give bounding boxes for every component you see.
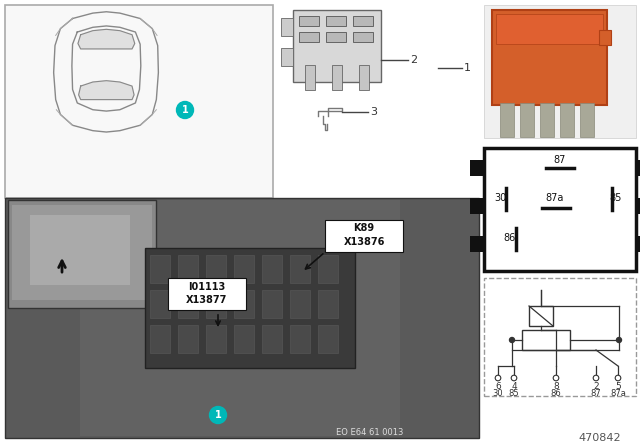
Bar (305, 65, 315, 90)
Circle shape (593, 375, 599, 381)
Bar (80, 200, 400, 436)
Text: 470842: 470842 (579, 433, 621, 443)
Bar (299, 16, 319, 26)
Bar (30, 215, 130, 285)
Text: 85: 85 (509, 388, 519, 397)
Text: 1: 1 (182, 105, 188, 115)
Circle shape (616, 337, 621, 343)
Bar (318, 325, 338, 353)
Bar (150, 290, 170, 318)
Bar (636, 236, 640, 252)
Bar (325, 220, 403, 252)
Text: 2: 2 (593, 382, 599, 391)
Bar (540, 103, 554, 137)
Bar (178, 255, 198, 283)
Bar (484, 278, 636, 396)
Circle shape (495, 375, 501, 381)
Bar (290, 290, 310, 318)
Bar (206, 255, 226, 283)
Bar (262, 325, 282, 353)
Polygon shape (79, 81, 134, 99)
Bar (178, 325, 198, 353)
Bar (234, 325, 254, 353)
Text: X13876: X13876 (343, 237, 385, 247)
Bar (580, 103, 594, 137)
Circle shape (553, 375, 559, 381)
Bar (332, 65, 342, 90)
Text: 87: 87 (554, 155, 566, 165)
Bar (353, 16, 373, 26)
Bar (262, 255, 282, 283)
Bar (520, 103, 534, 137)
Text: 1: 1 (464, 63, 471, 73)
Polygon shape (78, 29, 135, 49)
Bar (318, 255, 338, 283)
Text: 86: 86 (550, 388, 561, 397)
Text: 8: 8 (553, 382, 559, 391)
Circle shape (509, 337, 515, 343)
Bar (8, 200, 156, 308)
Bar (206, 325, 226, 353)
Bar (5, 5, 273, 198)
Text: 86: 86 (504, 233, 516, 243)
Bar (290, 255, 310, 283)
Bar (12, 205, 152, 300)
Text: 30: 30 (494, 193, 506, 203)
Bar (150, 255, 170, 283)
Bar (522, 330, 570, 350)
Bar (5, 198, 479, 438)
Bar (496, 14, 603, 44)
Bar (150, 325, 170, 353)
Bar (281, 18, 293, 36)
Bar (492, 10, 607, 105)
Bar (206, 290, 226, 318)
Bar (470, 236, 484, 252)
Circle shape (209, 406, 227, 423)
Bar (262, 290, 282, 318)
Text: 87a: 87a (610, 388, 626, 397)
Bar (290, 325, 310, 353)
Circle shape (177, 102, 193, 119)
Text: 87: 87 (591, 388, 602, 397)
Text: 2: 2 (410, 55, 417, 65)
Bar (484, 148, 636, 271)
Bar (353, 32, 373, 42)
Text: 6: 6 (495, 382, 501, 391)
Bar (560, 103, 574, 137)
Text: K89: K89 (353, 223, 374, 233)
Bar (178, 290, 198, 318)
Bar (636, 160, 640, 176)
Bar (484, 5, 636, 138)
Text: 87a: 87a (546, 193, 564, 203)
Bar (281, 48, 293, 66)
Bar (470, 160, 484, 176)
Text: I01113: I01113 (188, 282, 226, 292)
Bar (168, 278, 246, 310)
Circle shape (511, 375, 517, 381)
Text: X13877: X13877 (186, 295, 228, 305)
Bar (636, 198, 640, 214)
Bar (326, 32, 346, 42)
Bar (599, 30, 611, 45)
Bar (318, 290, 338, 318)
Text: 30: 30 (493, 388, 503, 397)
Text: EO E64 61 0013: EO E64 61 0013 (336, 427, 404, 436)
Text: 1: 1 (214, 410, 221, 420)
Bar (470, 198, 484, 214)
Bar (145, 248, 355, 368)
Bar (299, 32, 319, 42)
Bar (234, 255, 254, 283)
Text: 4: 4 (511, 382, 517, 391)
Bar (326, 16, 346, 26)
Bar (359, 65, 369, 90)
Circle shape (615, 375, 621, 381)
Text: 85: 85 (610, 193, 622, 203)
Bar (500, 103, 514, 137)
Bar (234, 290, 254, 318)
Bar (293, 10, 381, 82)
Text: 3: 3 (370, 107, 377, 117)
Text: 5: 5 (615, 382, 621, 391)
Bar (529, 306, 553, 326)
